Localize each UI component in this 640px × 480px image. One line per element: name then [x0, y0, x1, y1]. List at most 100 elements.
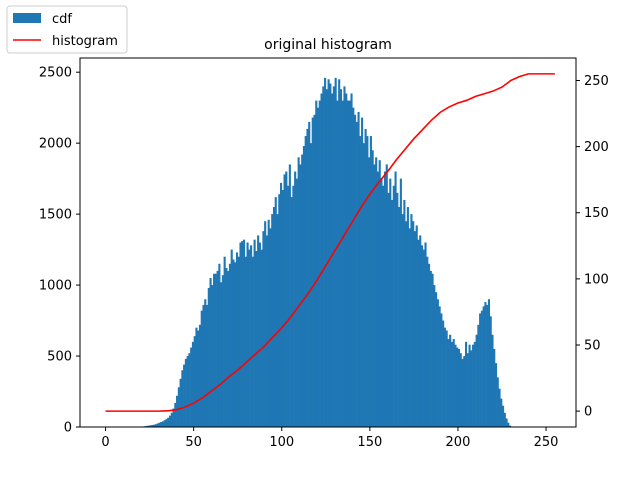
histogram-bar [267, 219, 270, 427]
plot-frame [79, 57, 577, 428]
histogram-bar [339, 89, 343, 427]
histogram-bar [232, 259, 235, 427]
histogram-bar [431, 273, 434, 427]
histogram-bar [151, 425, 154, 427]
histogram-bar [392, 185, 395, 427]
histogram-bar [413, 231, 417, 427]
histogram-bar [174, 402, 177, 427]
histogram-bar [475, 334, 478, 427]
histogram-bar [163, 420, 166, 427]
histogram-bar [338, 79, 341, 428]
histogram-bar [464, 341, 468, 427]
x-tick-label: 100 [269, 435, 294, 450]
histogram-bar [357, 111, 360, 427]
histogram-bar [440, 313, 443, 427]
histogram-bar [197, 330, 200, 427]
histogram-bar [376, 171, 380, 427]
histogram-bar [355, 121, 358, 427]
histogram-bar [223, 256, 226, 427]
histogram-bar [385, 164, 388, 427]
histogram-bar [343, 86, 346, 427]
histogram-bar [255, 251, 258, 427]
y-axis-left: 0 500 1000 1500 2000 2500 [39, 66, 80, 436]
legend-swatch-cdf [13, 13, 41, 23]
histogram-bar [417, 239, 420, 427]
histogram-bar [341, 100, 344, 428]
histogram-bar [198, 324, 202, 427]
histogram-bar [445, 330, 448, 427]
y-left-tick-label: 2500 [39, 66, 72, 81]
histogram-bar [456, 347, 459, 427]
histogram-bar [331, 93, 334, 427]
histogram-bar [260, 249, 263, 427]
histogram-bar [191, 341, 194, 427]
histogram-bar [473, 341, 476, 427]
histogram-bar [244, 256, 247, 427]
histogram-bar [318, 100, 321, 428]
histogram-bar [366, 136, 369, 428]
histogram-bar [285, 171, 288, 427]
histogram-bar [433, 285, 436, 427]
histogram-bar [241, 241, 244, 427]
histogram-bar [426, 256, 429, 427]
histogram-bar [290, 197, 293, 427]
histogram-bar [306, 128, 309, 427]
histogram-bar [161, 421, 165, 427]
histogram-bar [158, 422, 161, 427]
histogram-bar [399, 178, 402, 427]
histogram-bar [375, 157, 378, 427]
histogram-bar [447, 339, 450, 427]
histogram-bar [184, 358, 187, 427]
histogram-bar [322, 86, 325, 427]
histogram-bar [482, 306, 485, 427]
histogram-bar [382, 185, 385, 427]
histogram-bar [313, 114, 316, 428]
histogram-bar [359, 136, 362, 428]
histogram-bar [480, 310, 483, 427]
histogram-bar [405, 221, 408, 427]
histogram-bar [486, 304, 489, 427]
histogram-bar [500, 398, 503, 427]
histogram-bar [242, 239, 246, 427]
histogram-bar [160, 422, 163, 427]
histogram-bar [352, 107, 355, 427]
histogram-bar [167, 417, 170, 427]
histogram-bar [470, 350, 473, 427]
histogram-bar [235, 252, 239, 427]
histogram-bar [301, 154, 304, 427]
histogram-bar [487, 299, 491, 427]
histogram-bar [295, 178, 298, 427]
histogram-bar [190, 347, 193, 427]
histogram-bar [378, 160, 381, 427]
histogram-bar [193, 336, 196, 427]
histogram-bar [387, 192, 390, 427]
histogram-bar [496, 377, 499, 427]
histogram-bar [228, 263, 232, 427]
histogram-bar [153, 424, 156, 427]
histogram-bar [248, 249, 251, 427]
histogram-bar [271, 214, 274, 427]
histogram-bar [415, 225, 418, 427]
histogram-bar [320, 93, 323, 427]
histogram-bar [253, 239, 256, 427]
histogram-bar [239, 242, 242, 427]
histogram-bar [188, 353, 191, 427]
histogram-bar [436, 299, 439, 427]
histogram-bar [408, 228, 411, 427]
histogram-bar [412, 221, 415, 427]
x-tick-label: 150 [357, 435, 382, 450]
y-right-tick-label: 50 [584, 339, 601, 354]
histogram-bar [438, 306, 441, 427]
histogram-bar [304, 136, 307, 428]
y-left-tick-label: 2000 [39, 137, 72, 152]
histogram-bars [140, 77, 512, 428]
histogram-bar [265, 235, 269, 427]
histogram-bar [336, 100, 339, 428]
histogram-bar [181, 370, 184, 427]
histogram-bar [332, 86, 335, 427]
histogram-bar [214, 273, 217, 427]
histogram-bar [505, 418, 508, 427]
histogram-bar [315, 100, 318, 428]
histogram-bar [202, 304, 205, 427]
